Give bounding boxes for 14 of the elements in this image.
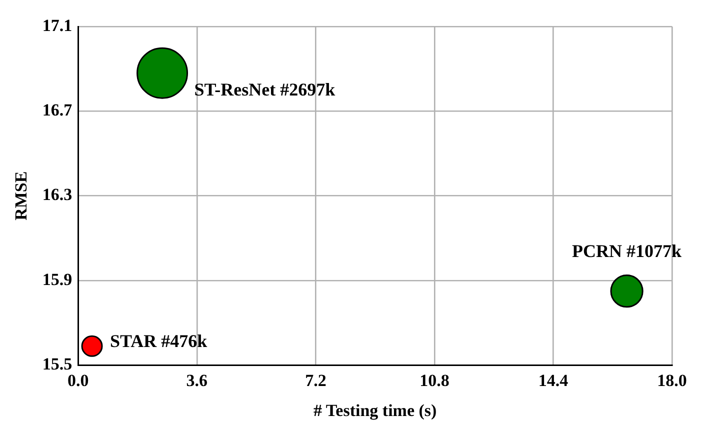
- x-axis-title: # Testing time (s): [313, 401, 437, 420]
- x-tick-label: 3.6: [186, 370, 208, 390]
- y-tick-label: 16.7: [42, 100, 73, 120]
- annotation: STAR #476k: [110, 330, 208, 351]
- annotation: PCRN #1077k: [572, 240, 682, 261]
- annotation: ST-ResNet #2697k: [194, 80, 336, 100]
- x-tick-label: 18.0: [657, 370, 687, 390]
- y-tick-label: 15.9: [42, 270, 72, 289]
- x-tick-label: 10.8: [420, 370, 450, 390]
- x-tick-label: 14.4: [538, 370, 569, 390]
- y-tick-label: 16.3: [42, 185, 72, 204]
- y-axis-title: RMSE: [12, 171, 31, 220]
- y-tick-label: 17.1: [42, 16, 72, 35]
- x-tick-label: 7.2: [305, 370, 326, 390]
